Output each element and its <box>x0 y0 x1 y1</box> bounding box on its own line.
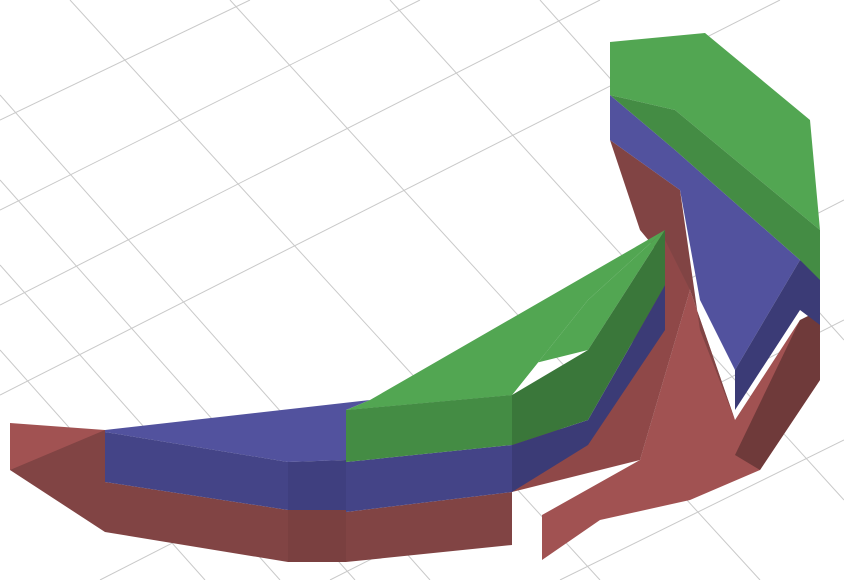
top-layer <box>346 33 820 462</box>
top-layer-front <box>346 395 512 462</box>
middle-layer-top <box>105 400 370 462</box>
middle-layer-front-center <box>288 460 346 510</box>
bottom-layer-left-side <box>10 430 105 532</box>
bottom-layer <box>10 140 820 562</box>
middle-layer-arm-top <box>610 95 800 370</box>
middle-layer-front-right <box>346 445 512 512</box>
middle-layer <box>105 95 820 512</box>
middle-layer-arm-right <box>735 260 820 410</box>
bottom-layer-inner-face <box>512 240 690 492</box>
middle-layer-inner-face <box>512 285 665 492</box>
top-layer-top-upper <box>346 230 665 410</box>
bottom-layer-arm-top <box>542 290 820 560</box>
bottom-layer-arm-right <box>735 310 820 470</box>
top-layer-arm-top <box>610 33 820 230</box>
bottom-layer-front-center <box>288 510 346 562</box>
top-layer-inner-face <box>512 230 665 445</box>
middle-layer-front-left <box>105 432 288 510</box>
bottom-layer-front-right <box>346 492 512 562</box>
bottom-layer-front-left <box>105 482 288 562</box>
bottom-layer-arm-side <box>610 140 735 420</box>
